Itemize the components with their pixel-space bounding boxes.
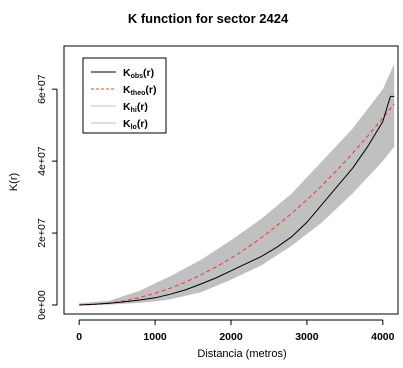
legend-label-hi: Khi(r): [123, 101, 148, 114]
x-tick-label: 4000: [371, 331, 395, 343]
plot-frame: [63, 45, 399, 315]
x-tick-label: 0: [76, 331, 82, 343]
x-tick-label: 3000: [295, 331, 319, 343]
legend-label-lo: Klo(r): [123, 118, 148, 131]
legend-label-theo: Ktheo(r): [123, 84, 156, 97]
y-tick-label: 0e+00: [36, 290, 48, 320]
plot-area: [79, 64, 395, 306]
y-axis: 0e+00 2e+07 4e+07 6e+07: [36, 74, 58, 320]
x-tick-label: 1000: [143, 331, 167, 343]
legend: Kobs(r) Ktheo(r) Khi(r) Klo(r): [82, 57, 167, 134]
chart-title: K function for sector 2424: [128, 11, 289, 26]
y-tick-label: 4e+07: [36, 146, 48, 176]
x-tick-label: 2000: [219, 331, 243, 343]
x-axis: 0 1000 2000 3000 4000: [76, 319, 395, 343]
series-line-theo: [79, 103, 395, 306]
series-line-obs: [79, 95, 395, 306]
legend-label-obs: Kobs(r): [123, 67, 154, 80]
y-axis-label: K(r): [8, 173, 20, 191]
envelope-band: [79, 64, 395, 305]
x-axis-label: Distancia (metros): [197, 348, 286, 360]
y-tick-label: 6e+07: [36, 74, 48, 104]
legend-box: [82, 57, 167, 134]
y-tick-label: 2e+07: [36, 218, 48, 248]
